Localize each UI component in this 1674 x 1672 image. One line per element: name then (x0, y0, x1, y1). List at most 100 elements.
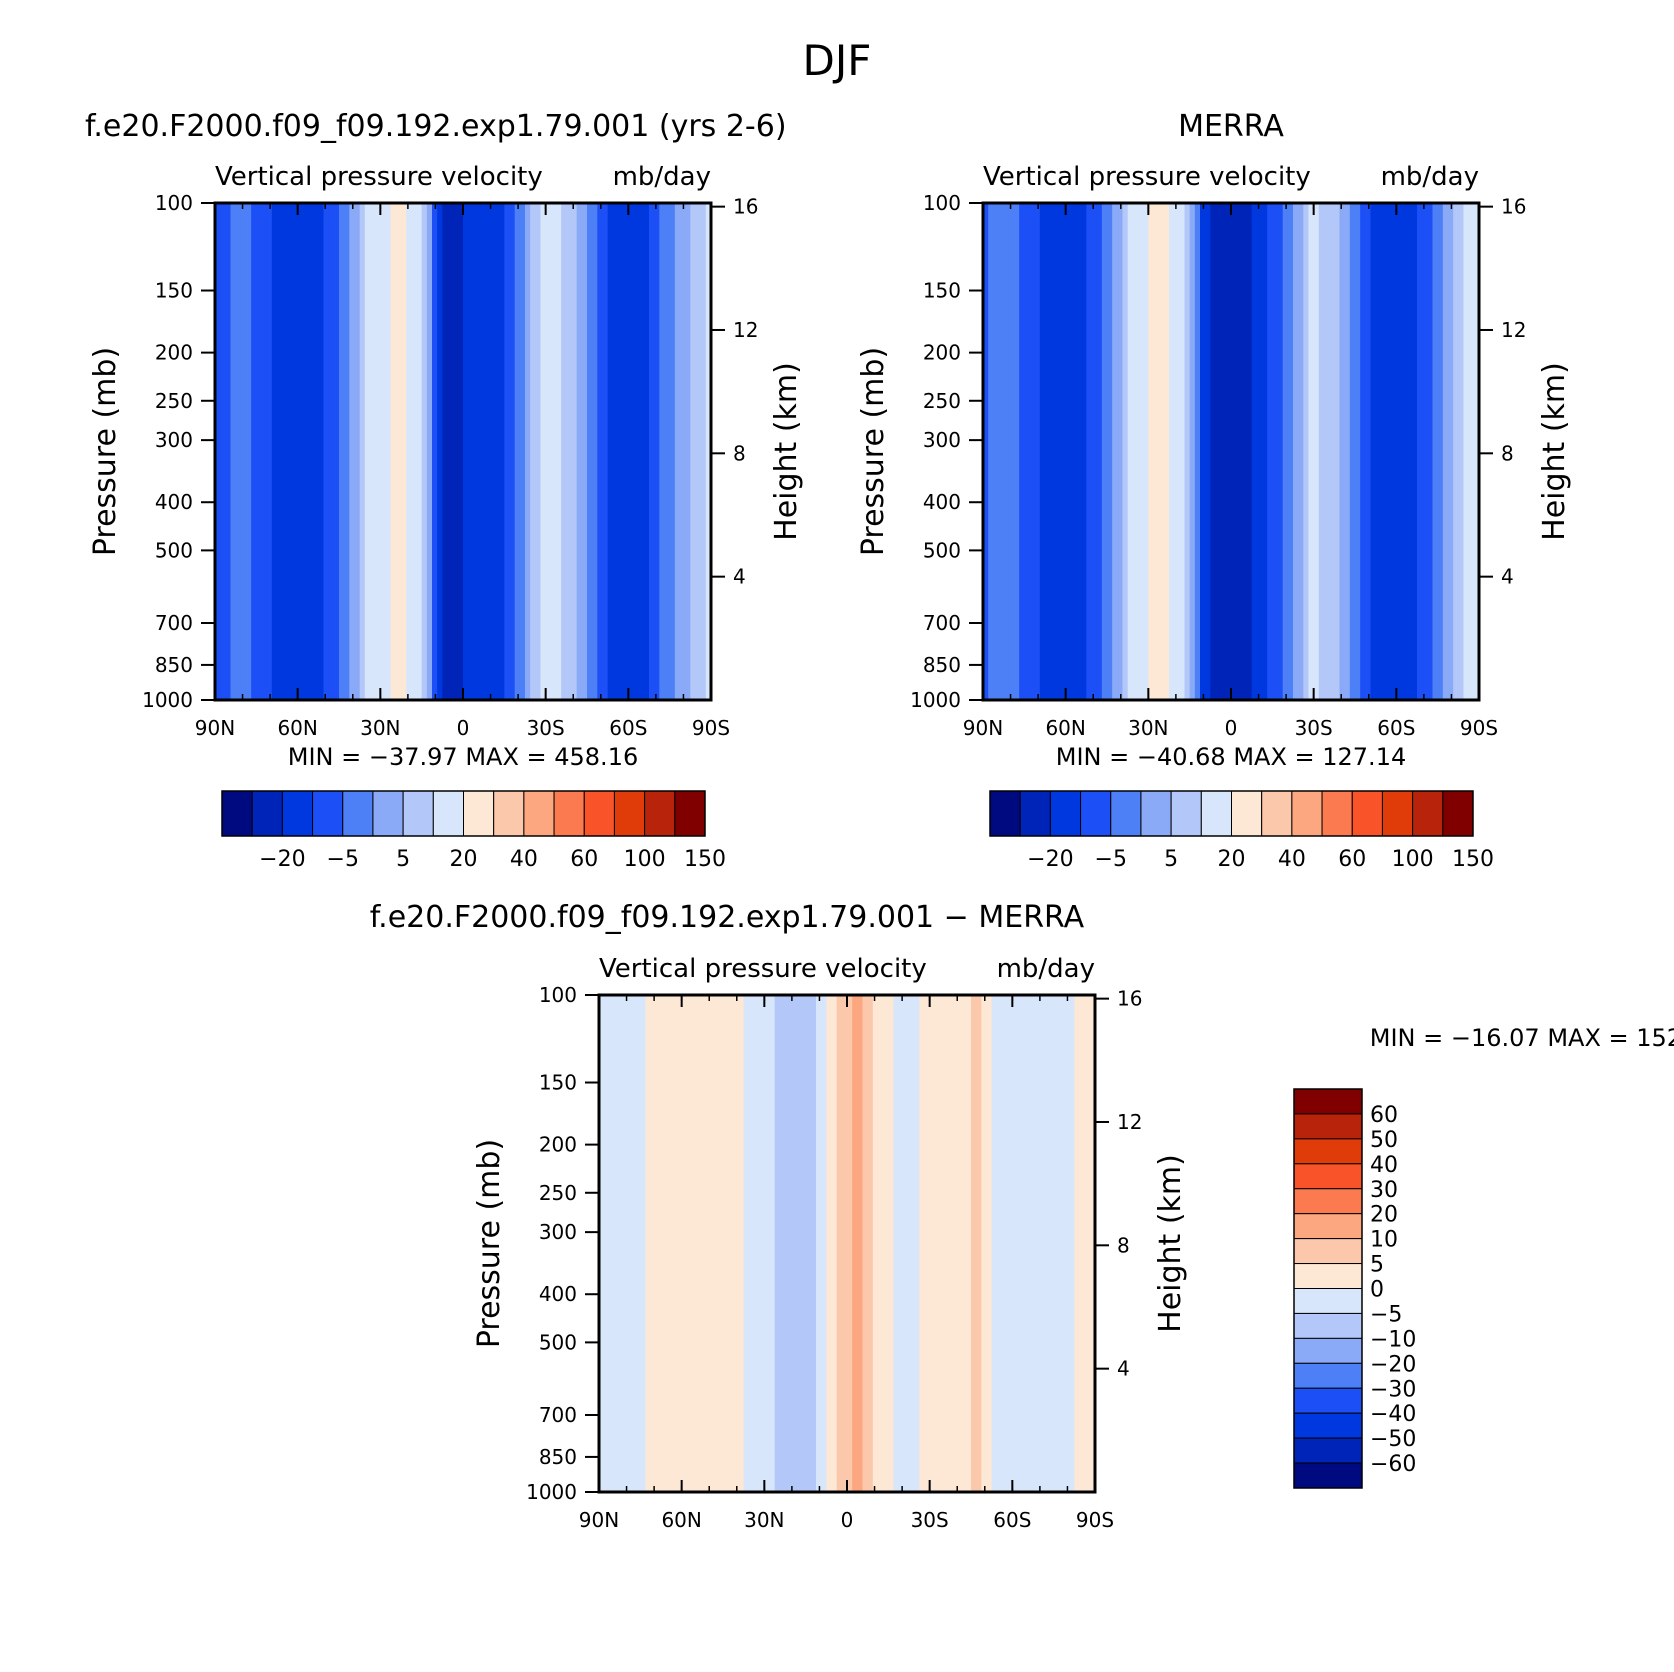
colorbar-swatch (989, 790, 1021, 837)
field-column (924, 995, 931, 1492)
field-column (1033, 995, 1039, 1492)
field-column (1064, 995, 1070, 1492)
colorbar-label: −60 (1370, 1452, 1416, 1477)
field-column (800, 995, 807, 1492)
colorbar-label: 5 (1164, 847, 1178, 872)
field-column (514, 203, 521, 700)
colorbar-frame (1293, 1088, 1363, 1489)
y-tick-label: 300 (539, 1220, 577, 1244)
y-right-tick-label: 8 (1501, 441, 1514, 465)
colorbar-swatch (1049, 790, 1082, 837)
field-column (1411, 203, 1418, 700)
field-column (1349, 203, 1356, 700)
field-column (1053, 995, 1060, 1492)
field-column (779, 995, 786, 1492)
colorbar-label: 10 (1370, 1228, 1398, 1253)
field-column (666, 995, 672, 1492)
y-right-axis-label: Height (km) (1153, 1154, 1188, 1333)
field-column (1060, 203, 1067, 700)
y-tick-label: 400 (539, 1282, 577, 1306)
field-column (893, 995, 900, 1492)
colorbar-swatch (644, 790, 676, 837)
field-column (955, 995, 962, 1492)
field-column (1370, 203, 1377, 700)
field-column (519, 203, 526, 700)
field-column (707, 995, 714, 1492)
field-column (313, 203, 319, 700)
field-column (686, 995, 693, 1492)
field-column (1251, 203, 1258, 700)
field-column (998, 203, 1005, 700)
x-tick-label: 0 (457, 716, 470, 740)
field-column (659, 203, 666, 700)
field-column (1313, 203, 1320, 700)
field-column (1448, 203, 1454, 700)
colorbar-swatch (402, 790, 434, 837)
field-column (1236, 203, 1242, 700)
field-column (1220, 203, 1227, 700)
field-column (375, 203, 381, 700)
colorbar-swatch (1293, 1312, 1363, 1339)
field-column (297, 203, 304, 700)
field-column (748, 995, 755, 1492)
field-column (509, 203, 516, 700)
field-column (266, 203, 273, 700)
y-right-axis-label: Height (km) (1537, 362, 1572, 541)
field-column (1084, 995, 1091, 1492)
field-column (1148, 203, 1155, 700)
field-column (1339, 203, 1346, 700)
field-column (1365, 203, 1372, 700)
field-column (1401, 203, 1408, 700)
field-column (452, 203, 459, 700)
field-column (581, 203, 588, 700)
panel-title: f.e20.F2000.f09_f09.192.exp1.79.001 (yrs… (85, 109, 787, 144)
field-column (836, 995, 843, 1492)
field-column (607, 203, 614, 700)
field-column (561, 203, 567, 700)
field-column (690, 203, 697, 700)
y-tick-label: 700 (155, 611, 193, 635)
field-column (1086, 203, 1093, 700)
y-tick-label: 250 (923, 389, 961, 413)
y-axis-label: Pressure (mb) (88, 347, 123, 556)
field-column (339, 203, 345, 700)
y-tick-label: 500 (539, 1330, 577, 1354)
y-tick-label: 200 (923, 341, 961, 365)
colorbar-swatch (1321, 790, 1353, 837)
panel-title: MERRA (1178, 109, 1284, 144)
field-column (661, 995, 667, 1492)
field-column (1189, 203, 1196, 700)
panel-subtitle-left: Vertical pressure velocity (215, 162, 543, 192)
colorbar-swatch (372, 790, 404, 837)
y-right-tick-label: 16 (733, 195, 758, 219)
field-column (576, 203, 583, 700)
y-axis-label: Pressure (mb) (472, 1139, 507, 1348)
colorbar-label: −20 (259, 847, 305, 872)
field-column (1091, 203, 1098, 700)
colorbar-swatch (463, 790, 495, 837)
field-column (628, 203, 635, 700)
min-max-stats: MIN = −16.07 MAX = 152.76 (1370, 1024, 1674, 1052)
field-column (1215, 203, 1222, 700)
field-column (1360, 203, 1366, 700)
field-column (457, 203, 464, 700)
field-column (1298, 203, 1304, 700)
field-column (692, 995, 698, 1492)
field-column (810, 995, 817, 1492)
field-column (805, 995, 812, 1492)
field-column (499, 203, 505, 700)
field-column (1017, 995, 1024, 1492)
field-column (1034, 203, 1041, 700)
field-column (671, 995, 678, 1492)
field-column (630, 995, 636, 1492)
field-column (432, 203, 438, 700)
colorbar-label: −5 (327, 847, 359, 872)
x-tick-label: 0 (1225, 716, 1238, 740)
y-right-tick-label: 4 (1501, 565, 1514, 589)
field-column (816, 995, 822, 1492)
field-column (571, 203, 578, 700)
field-column (983, 203, 989, 700)
y-right-tick-label: 16 (1501, 195, 1526, 219)
field-column (655, 995, 662, 1492)
